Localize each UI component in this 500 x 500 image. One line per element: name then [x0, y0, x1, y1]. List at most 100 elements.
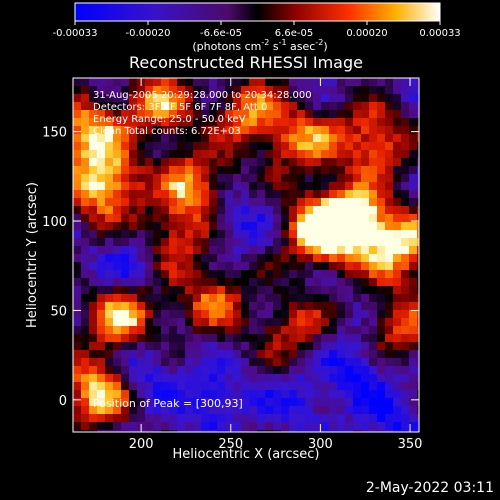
heatmap-cell — [129, 270, 138, 279]
heatmap-cell — [289, 102, 298, 111]
heatmap-cell — [153, 270, 162, 279]
heatmap-cell — [137, 270, 146, 279]
heatmap-cell — [177, 102, 186, 111]
heatmap-cell — [89, 110, 98, 119]
heatmap-cell — [105, 118, 114, 127]
heatmap-cell — [369, 126, 378, 135]
heatmap-cell — [249, 166, 258, 175]
heatmap-cell — [369, 190, 378, 199]
heatmap-cell — [193, 86, 202, 95]
heatmap-cell — [313, 390, 322, 399]
heatmap-cell — [297, 118, 306, 127]
heatmap-cell — [169, 110, 178, 119]
heatmap-cell — [73, 390, 82, 399]
heatmap-cell — [409, 390, 418, 399]
heatmap-cell — [305, 158, 314, 167]
heatmap-cell — [209, 318, 218, 327]
heatmap-cell — [73, 246, 82, 255]
heatmap-cell — [289, 246, 298, 255]
heatmap-cell — [249, 198, 258, 207]
heatmap-cell — [353, 246, 362, 255]
heatmap-cell — [289, 286, 298, 295]
heatmap-cell — [233, 310, 242, 319]
heatmap-cell — [417, 406, 419, 415]
heatmap-cell — [161, 158, 170, 167]
heatmap-cell — [81, 102, 90, 111]
heatmap-cell — [209, 294, 218, 303]
heatmap-cell — [97, 366, 106, 375]
heatmap-cell — [169, 246, 178, 255]
heatmap-cell — [153, 262, 162, 271]
heatmap-cell — [89, 390, 98, 399]
heatmap-cell — [409, 126, 418, 135]
heatmap-cell — [313, 110, 322, 119]
heatmap-cell — [193, 166, 202, 175]
heatmap-cell — [89, 294, 98, 303]
heatmap-cell — [105, 430, 114, 432]
heatmap-cell — [209, 190, 218, 199]
heatmap-cell — [321, 382, 330, 391]
heatmap-cell — [201, 198, 210, 207]
heatmap-cell — [169, 286, 178, 295]
heatmap-cell — [105, 206, 114, 215]
heatmap-cell — [217, 238, 226, 247]
heatmap-cell — [97, 86, 106, 95]
heatmap-cell — [393, 246, 402, 255]
heatmap-cell — [121, 430, 130, 432]
heatmap-cell — [265, 262, 274, 271]
heatmap-cell — [409, 382, 418, 391]
heatmap-cell — [409, 222, 418, 231]
heatmap-cell — [121, 110, 130, 119]
heatmap-cell — [321, 262, 330, 271]
heatmap-cell — [73, 406, 82, 415]
heatmap-cell — [409, 238, 418, 247]
heatmap-cell — [105, 94, 114, 103]
heatmap-cell — [385, 230, 394, 239]
heatmap-cell — [305, 94, 314, 103]
heatmap-cell — [89, 374, 98, 383]
heatmap-cell — [137, 326, 146, 335]
heatmap-cell — [361, 310, 370, 319]
heatmap-cell — [385, 94, 394, 103]
heatmap-cell — [81, 158, 90, 167]
heatmap-cell — [281, 94, 290, 103]
heatmap-cell — [97, 246, 106, 255]
heatmap-cell — [249, 310, 258, 319]
heatmap-cell — [377, 318, 386, 327]
heatmap-cell — [153, 126, 162, 135]
heatmap-cell — [377, 382, 386, 391]
heatmap-cell — [121, 358, 130, 367]
heatmap-cell — [185, 150, 194, 159]
heatmap-cell — [97, 102, 106, 111]
heatmap-cell — [249, 286, 258, 295]
heatmap-cell — [257, 158, 266, 167]
heatmap-cell — [417, 190, 419, 199]
heatmap-cell — [377, 254, 386, 263]
heatmap-cell — [97, 326, 106, 335]
heatmap-cell — [297, 278, 306, 287]
heatmap-cell — [241, 286, 250, 295]
heatmap-cell — [185, 158, 194, 167]
heatmap-cell — [73, 382, 82, 391]
heatmap-cell — [73, 142, 82, 151]
heatmap-cell — [265, 150, 274, 159]
heatmap-cell — [393, 294, 402, 303]
heatmap-cell — [137, 166, 146, 175]
heatmap-cell — [313, 358, 322, 367]
heatmap-cell — [257, 102, 266, 111]
heatmap-cell — [313, 414, 322, 423]
heatmap-cell — [361, 118, 370, 127]
heatmap-cell — [137, 342, 146, 351]
heatmap-cell — [369, 374, 378, 383]
heatmap-cell — [105, 126, 114, 135]
heatmap-cell — [289, 278, 298, 287]
heatmap-cell — [377, 150, 386, 159]
heatmap-cell — [265, 398, 274, 407]
heatmap-cell — [121, 310, 130, 319]
heatmap-cell — [297, 86, 306, 95]
heatmap-cell — [241, 366, 250, 375]
heatmap-cell — [193, 118, 202, 127]
heatmap-cell — [345, 110, 354, 119]
heatmap-cell — [361, 166, 370, 175]
heatmap-cell — [169, 318, 178, 327]
